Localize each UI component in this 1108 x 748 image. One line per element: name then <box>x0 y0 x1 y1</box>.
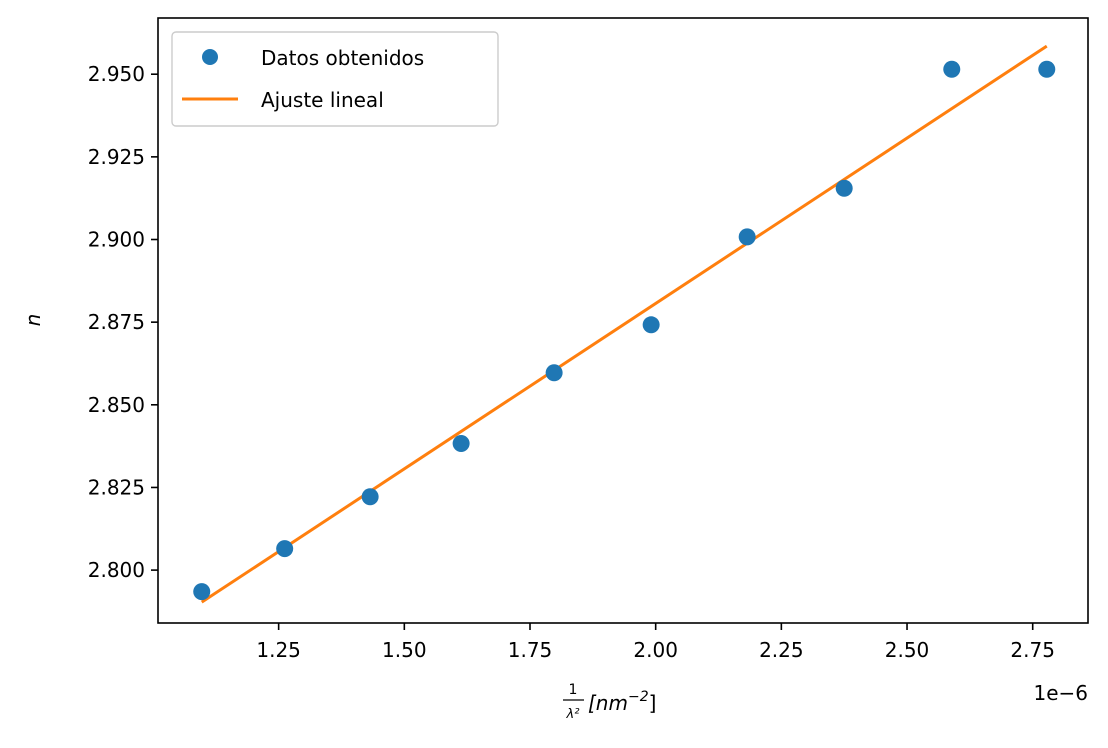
x-label-denominator: λ² <box>566 707 580 722</box>
y-axis-ticks: 2.800 2.825 2.850 2.875 2.900 2.925 2.950 <box>88 62 158 582</box>
x-tick-label: 1.25 <box>256 638 301 662</box>
plot-content <box>193 44 1056 604</box>
data-point <box>738 228 756 246</box>
y-axis-label: n <box>21 314 45 327</box>
data-point <box>276 540 294 558</box>
x-tick-label: 2.00 <box>633 638 678 662</box>
x-tick-label: 2.75 <box>1010 638 1055 662</box>
data-point <box>1038 60 1056 78</box>
x-label-numerator: 1 <box>569 682 578 698</box>
x-tick-label: 1.50 <box>382 638 427 662</box>
legend-label-datos: Datos obtenidos <box>261 46 424 70</box>
x-axis-ticks: 1.25 1.50 1.75 2.00 2.25 2.50 2.75 <box>256 623 1055 662</box>
y-tick-label: 2.825 <box>88 475 145 499</box>
fit-line <box>200 44 1048 604</box>
data-point <box>193 583 211 601</box>
y-tick-label: 2.800 <box>88 558 145 582</box>
x-label-unit-exp: −2 <box>628 689 649 705</box>
x-tick-label: 1.75 <box>508 638 553 662</box>
y-tick-label: 2.875 <box>88 310 145 334</box>
data-point <box>545 364 563 382</box>
legend-label-ajuste: Ajuste lineal <box>261 88 384 112</box>
x-tick-label: 2.25 <box>759 638 804 662</box>
x-axis-label: 1 λ² [nm−2] <box>563 682 656 722</box>
legend: Datos obtenidos Ajuste lineal <box>171 31 499 127</box>
x-label-unit: [nm−2] <box>588 689 656 715</box>
x-tick-label: 2.50 <box>885 638 930 662</box>
legend-box <box>171 31 499 127</box>
x-label-unit-suffix: ] <box>649 691 657 715</box>
x-label-unit-prefix: [nm <box>588 691 628 715</box>
data-point <box>943 60 961 78</box>
data-point <box>452 434 470 452</box>
y-tick-label: 2.950 <box>88 62 145 86</box>
axes-frame <box>157 17 1089 624</box>
x-offset-text: 1e−6 <box>1033 681 1088 705</box>
y-tick-label: 2.900 <box>88 228 145 252</box>
legend-marker-datos <box>202 49 218 65</box>
data-point <box>642 316 660 334</box>
data-point <box>361 488 379 506</box>
data-point <box>835 179 853 197</box>
y-tick-label: 2.925 <box>88 145 145 169</box>
y-tick-label: 2.850 <box>88 393 145 417</box>
